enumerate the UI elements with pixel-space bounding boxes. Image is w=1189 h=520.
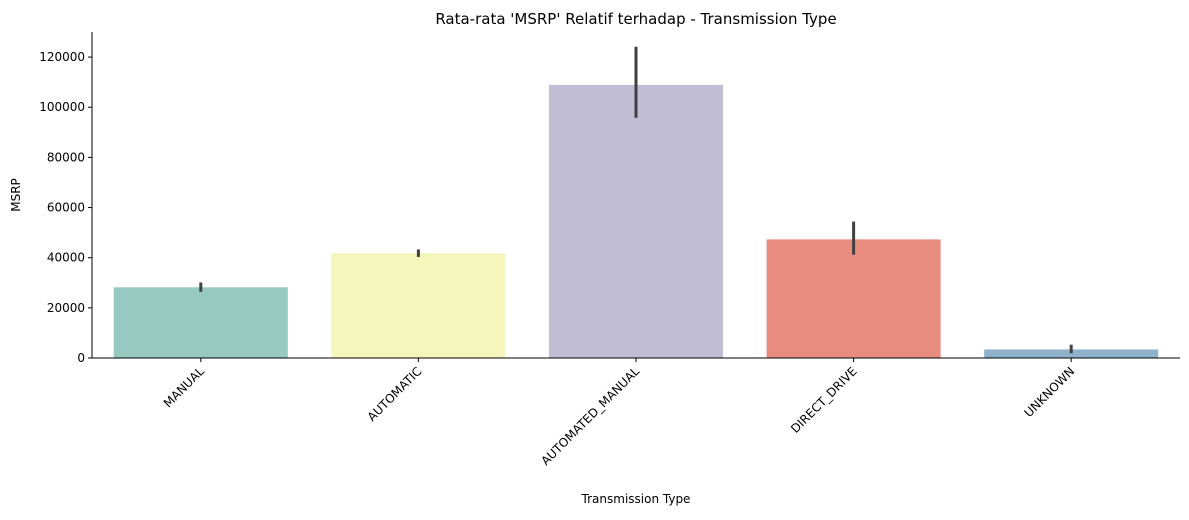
x-tick-label: AUTOMATIC xyxy=(365,364,425,424)
x-tick-label: DIRECT_DRIVE xyxy=(788,364,860,436)
y-tick-label: 40000 xyxy=(47,251,85,265)
y-tick-label: 0 xyxy=(77,351,85,365)
bar-direct-drive xyxy=(766,239,941,358)
x-tick-label: UNKNOWN xyxy=(1022,364,1078,420)
y-tick-label: 60000 xyxy=(47,201,85,215)
x-tick-label: MANUAL xyxy=(161,364,207,410)
bar-automatic xyxy=(331,253,506,358)
y-tick-label: 80000 xyxy=(47,150,85,164)
y-axis-label: MSRP xyxy=(9,178,23,212)
plot-area: 0 20000 40000 60000 80000 100000 120000 MANUAL A… xyxy=(39,32,1180,468)
chart-title: Rata-rata 'MSRP' Relatif terhadap - Tran… xyxy=(435,10,836,28)
y-tick-label: 20000 xyxy=(47,301,85,315)
x-axis-label: Transmission Type xyxy=(581,492,691,506)
y-tick-label: 100000 xyxy=(39,100,85,114)
bar-unknown xyxy=(984,349,1159,358)
y-tick-label: 120000 xyxy=(39,50,85,64)
x-tick-label: AUTOMATED_MANUAL xyxy=(538,364,642,468)
bar-manual xyxy=(113,287,288,358)
bar-automated-manual xyxy=(548,84,724,359)
